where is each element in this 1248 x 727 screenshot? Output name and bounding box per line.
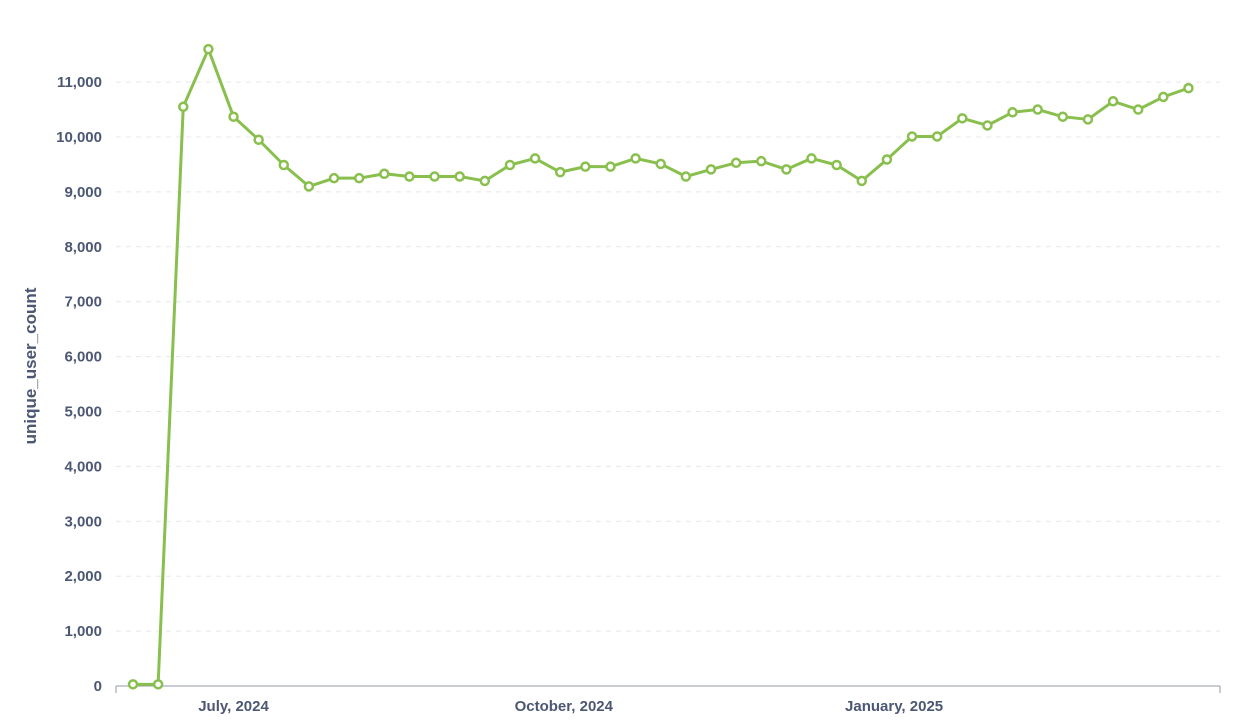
data-point[interactable] [479, 175, 491, 187]
data-point[interactable] [152, 679, 164, 690]
x-axis-ticks: July, 2024 October, 2024 January, 2025 [115, 686, 1221, 715]
data-point[interactable] [730, 157, 742, 169]
data-point[interactable] [1032, 104, 1043, 115]
y-tick-label: 11,000 [57, 74, 102, 91]
grid-lines [116, 81, 1220, 632]
data-point[interactable] [756, 155, 767, 167]
data-point[interactable] [454, 171, 465, 182]
data-point[interactable] [1158, 91, 1169, 103]
data-point[interactable] [228, 111, 239, 122]
data-point[interactable] [781, 164, 792, 175]
y-tick-label: 5,000 [64, 404, 102, 421]
data-point[interactable] [580, 161, 591, 172]
y-tick-label: 6,000 [64, 349, 102, 366]
data-point[interactable] [1007, 107, 1018, 118]
x-tick-label: July, 2024 [198, 698, 269, 715]
x-tick-label: January, 2025 [845, 698, 943, 715]
data-point[interactable] [429, 171, 440, 182]
data-point[interactable] [1183, 82, 1194, 94]
y-axis-ticks: 0 1,000 2,000 3,000 4,000 5,000 6,000 7,000 8,00… [56, 74, 102, 695]
y-tick-label: 2,000 [64, 568, 102, 585]
data-point[interactable] [1107, 96, 1119, 107]
data-point[interactable] [178, 101, 189, 113]
data-point[interactable] [831, 159, 842, 171]
y-axis-title: unique_user_count [21, 287, 40, 444]
data-point[interactable] [529, 153, 541, 164]
data-point[interactable] [982, 120, 993, 131]
data-point[interactable] [605, 161, 616, 172]
y-tick-label: 0 [94, 678, 102, 695]
data-point[interactable] [404, 171, 415, 182]
data-point[interactable] [303, 181, 315, 192]
data-point[interactable] [705, 164, 717, 175]
data-point[interactable] [931, 131, 943, 142]
data-point[interactable] [379, 168, 390, 180]
y-tick-label: 3,000 [64, 513, 102, 530]
data-point[interactable] [1057, 111, 1069, 122]
data-point[interactable] [906, 131, 918, 142]
data-point[interactable] [680, 171, 692, 182]
data-point[interactable] [554, 166, 566, 178]
data-points [127, 43, 1194, 690]
data-point[interactable] [203, 43, 214, 55]
data-point[interactable] [328, 172, 340, 184]
data-point[interactable] [278, 159, 290, 171]
y-tick-label: 8,000 [64, 239, 102, 256]
data-point[interactable] [881, 154, 893, 165]
y-tick-label: 4,000 [64, 458, 102, 475]
data-point[interactable] [504, 159, 516, 171]
data-point[interactable] [655, 158, 666, 170]
data-point[interactable] [957, 113, 968, 124]
data-point[interactable] [806, 153, 817, 164]
x-tick-label: October, 2024 [515, 698, 614, 715]
data-point[interactable] [353, 172, 365, 184]
data-point[interactable] [856, 175, 868, 187]
data-point[interactable] [1132, 104, 1144, 115]
data-point[interactable] [253, 134, 264, 145]
data-point[interactable] [127, 679, 139, 690]
series-line [131, 47, 1190, 686]
data-point[interactable] [630, 153, 641, 164]
y-tick-label: 1,000 [64, 623, 102, 640]
y-tick-label: 9,000 [64, 184, 102, 201]
y-tick-label: 7,000 [64, 294, 102, 311]
data-point[interactable] [1082, 114, 1094, 125]
y-tick-label: 10,000 [56, 129, 102, 146]
